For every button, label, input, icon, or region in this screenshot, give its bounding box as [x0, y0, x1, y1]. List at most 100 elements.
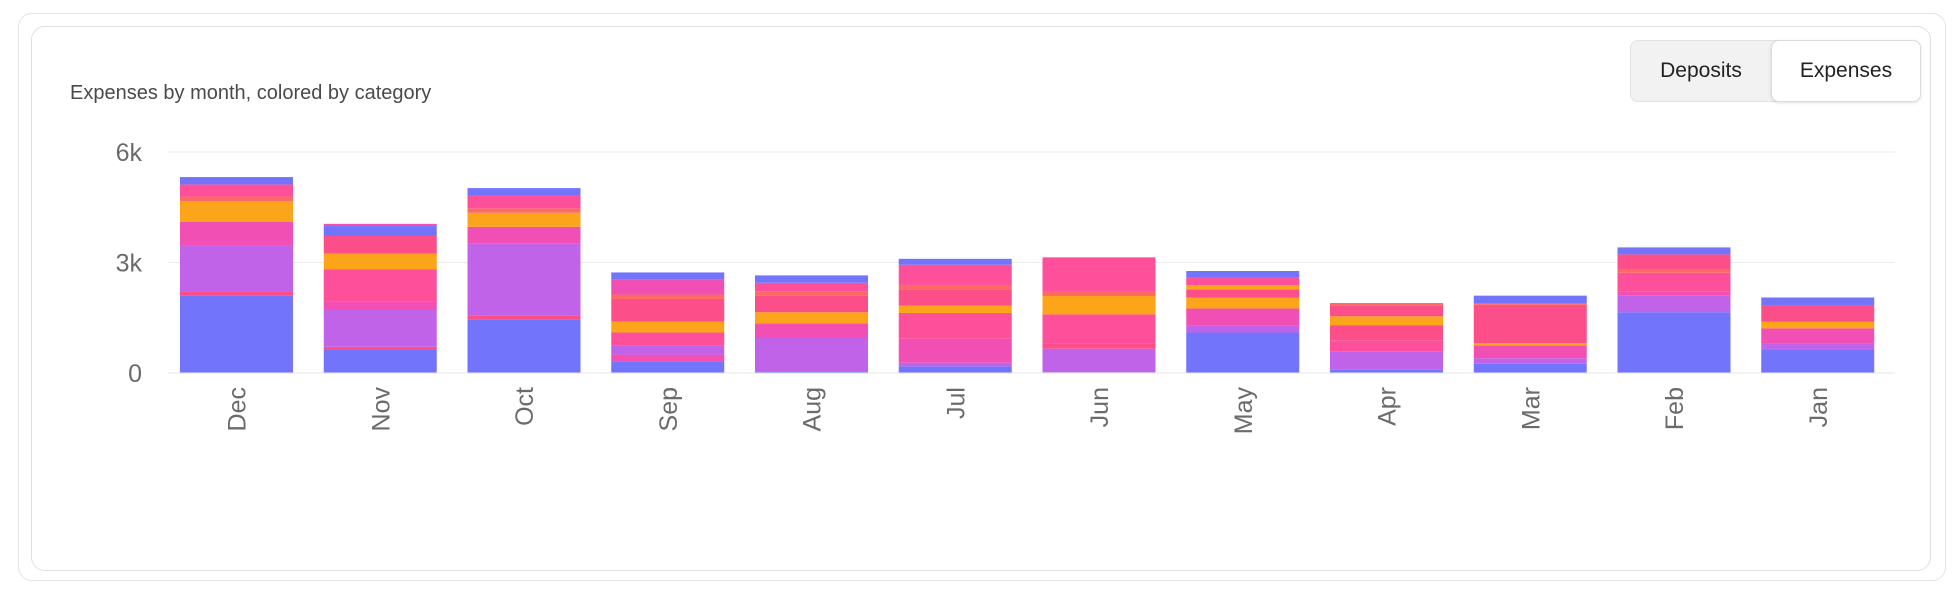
bar-segment	[467, 315, 581, 320]
bar-segment	[1473, 295, 1587, 304]
bar-segment	[1186, 297, 1300, 309]
bar-segment	[1042, 343, 1156, 349]
bar-sep	[611, 272, 725, 373]
view-toggle: Deposits Expenses	[1630, 40, 1921, 102]
bar-segment	[1761, 297, 1875, 306]
bar-dec	[180, 177, 293, 373]
y-tick-label: 6k	[116, 139, 143, 167]
bar-segment	[180, 245, 293, 292]
bar-segment	[467, 195, 581, 209]
bar-segment	[755, 295, 868, 313]
bar-jun	[1042, 257, 1156, 373]
bar-segment	[1042, 314, 1156, 344]
bar-segment	[1330, 303, 1443, 306]
outer-frame	[18, 13, 1946, 581]
bar-segment	[898, 362, 1012, 367]
bar-segment	[180, 200, 293, 222]
bar-segment	[323, 310, 437, 347]
bar-segment	[1330, 340, 1443, 352]
bar-segment	[1761, 305, 1875, 322]
bar-segment	[1617, 312, 1731, 373]
bar-segment	[898, 305, 1012, 313]
bar-segment	[755, 291, 868, 296]
x-tick-label: Dec	[224, 387, 252, 431]
x-tick-label: Jun	[1086, 387, 1114, 427]
bar-jan	[1761, 297, 1875, 373]
bar-segment	[1617, 272, 1731, 292]
bar-segment	[180, 221, 293, 246]
bar-may	[1186, 270, 1300, 373]
bar-segment	[1473, 304, 1587, 344]
bar-segment	[1617, 269, 1731, 273]
bar-segment	[1186, 289, 1300, 298]
x-tick-label: Oct	[511, 387, 539, 426]
bar-segment	[1330, 325, 1443, 341]
x-tick-label: May	[1230, 387, 1258, 435]
bar-segment	[1761, 349, 1875, 373]
bar-segment	[1473, 303, 1587, 305]
bar-segment	[1186, 277, 1300, 285]
bar-segment	[755, 323, 868, 339]
bar-segment	[611, 345, 725, 355]
x-tick-label: Feb	[1661, 387, 1689, 430]
bar-segment	[1186, 332, 1300, 373]
bar-mar	[1473, 295, 1587, 373]
bar-segment	[755, 312, 868, 324]
bar-segment	[611, 298, 725, 322]
bar-segment	[611, 361, 725, 373]
chart-title: Expenses by month, colored by category	[70, 82, 432, 104]
deposits-button[interactable]: Deposits	[1660, 59, 1742, 82]
bar-segment	[611, 321, 725, 333]
bar-segment	[755, 338, 868, 372]
bar-segment	[1761, 343, 1875, 350]
expenses-button[interactable]: Expenses	[1771, 40, 1921, 102]
bar-segment	[611, 279, 725, 295]
bar-apr	[1330, 303, 1443, 373]
bar-segment	[611, 294, 725, 299]
x-tick-label: Apr	[1374, 387, 1402, 426]
bar-segment	[898, 312, 1012, 339]
bar-segment	[1186, 308, 1300, 326]
bar-segment	[323, 269, 437, 302]
bar-aug	[755, 275, 868, 373]
bar-segment	[323, 223, 437, 227]
bar-segment	[1186, 270, 1300, 278]
bar-segment	[1186, 325, 1300, 333]
bar-segment	[1473, 343, 1587, 346]
bar-segment	[611, 332, 725, 346]
bar-segment	[898, 289, 1012, 306]
bar-segment	[180, 291, 293, 296]
bar-segment	[898, 264, 1012, 285]
bar-segment	[467, 226, 581, 244]
y-tick-label: 3k	[116, 250, 143, 278]
bar-feb	[1617, 247, 1731, 373]
bar-segment	[323, 253, 437, 270]
bar-segment	[180, 295, 293, 373]
x-tick-label: Mar	[1517, 387, 1545, 430]
bar-segment	[611, 272, 725, 280]
bar-segment	[467, 243, 581, 316]
bar-segment	[898, 366, 1012, 373]
bar-segment	[180, 184, 293, 197]
bar-segment	[1617, 291, 1731, 296]
bar-segment	[323, 349, 437, 373]
bar-segment	[467, 188, 581, 196]
x-tick-label: Jul	[942, 387, 970, 419]
bar-segment	[1473, 345, 1587, 359]
bar-segment	[467, 208, 581, 213]
bar-segment	[755, 275, 868, 283]
bar-segment	[1617, 254, 1731, 270]
bar-segment	[898, 258, 1012, 265]
bar-segment	[755, 282, 868, 292]
bar-segment	[1617, 247, 1731, 255]
bar-segment	[1473, 358, 1587, 364]
bar-segment	[1761, 328, 1875, 344]
bar-segment	[1042, 291, 1156, 297]
bar-segment	[898, 338, 1012, 363]
bar-segment	[1617, 295, 1731, 313]
bar-segment	[1042, 348, 1156, 373]
bar-segment	[180, 196, 293, 201]
bar-segment	[323, 346, 437, 350]
y-tick-label: 0	[128, 360, 142, 388]
x-tick-label: Sep	[655, 387, 683, 431]
